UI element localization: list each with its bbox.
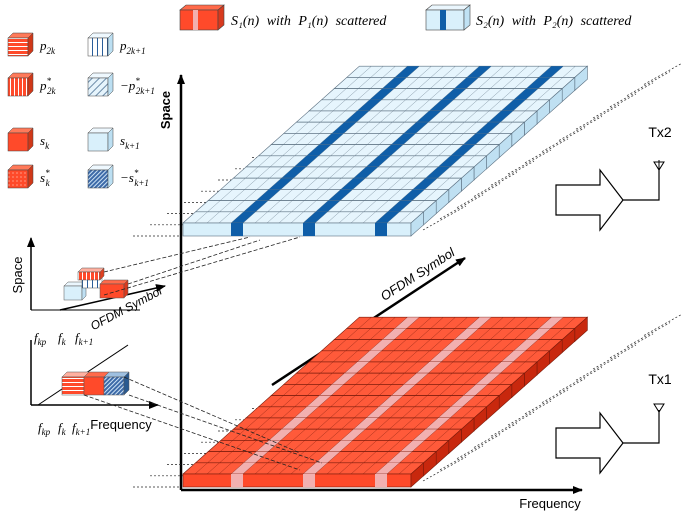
inset1-fkp: fkp <box>34 330 47 347</box>
legend-symbol-0: p2k <box>39 38 56 56</box>
s1-grid-row <box>182 462 425 488</box>
legend-swatch-5 <box>87 127 114 152</box>
inset2-fk1: fk+1 <box>72 420 90 437</box>
inset2-fk: fk <box>58 420 67 437</box>
legend-symbol-2: p* 2k <box>39 76 57 96</box>
legend-swatch-4 <box>7 127 34 152</box>
tx2-transmitter: Tx2 <box>555 124 672 232</box>
legend-swatch-7 <box>87 164 114 189</box>
inset-connectors <box>83 236 323 471</box>
legend-swatch-2 <box>7 72 34 97</box>
tx1-transmitter: Tx1 <box>555 371 672 475</box>
ofdm-symbol-axis-label: OFDM Symbol <box>378 244 459 304</box>
inset2-frequency-label: Frequency <box>90 417 152 432</box>
inset1-space-label: Space <box>10 257 25 294</box>
s1-resource-grid <box>182 316 589 488</box>
legend-swatch-0 <box>7 32 34 57</box>
frequency-axis-label: Frequency <box>519 496 581 511</box>
symbol-legend: p2k p2k+1 p* 2k −p* 2k+1 sk sk+1 s* k −s* k+1 <box>7 32 155 189</box>
inset2-blocks <box>61 371 130 396</box>
inset1-fk: fk <box>58 330 67 347</box>
legend-symbol-5: sk+1 <box>120 133 140 151</box>
inset2-fkp: fkp <box>38 420 51 437</box>
legend-symbol-3: −p* 2k+1 <box>120 76 155 96</box>
s2-resource-grid <box>182 65 589 237</box>
legend-swatch-6 <box>7 164 34 189</box>
tx1-arrow-icon <box>555 411 624 475</box>
legend-symbol-7: −s* k+1 <box>120 168 149 188</box>
legend-s1-swatch <box>179 4 225 31</box>
legend-s2-swatch <box>425 4 471 31</box>
tx2-label: Tx2 <box>648 124 672 140</box>
top-legend: S₁(n) with P₁(n) scattered S₂(n) with P₂… <box>179 4 632 31</box>
legend-s2-label: S₂(n) with P₂(n) scattered <box>476 14 632 29</box>
legend-symbol-4: sk <box>40 133 50 151</box>
tx1-label: Tx1 <box>648 371 672 387</box>
legend-swatch-1 <box>87 32 114 57</box>
legend-s1-label: S₁(n) with P₁(n) scattered <box>231 14 387 29</box>
inset1-fk1: fk+1 <box>75 330 93 347</box>
space-axis-label: Space <box>158 91 173 129</box>
inset1-blocks <box>63 267 129 301</box>
legend-symbol-6: s* k <box>40 168 51 188</box>
tx2-arrow-icon <box>555 168 624 232</box>
inset-diagrams: Space OFDM Symbol fkp fk fk+1 <box>10 237 166 437</box>
legend-symbol-1: p2k+1 <box>119 38 146 56</box>
legend-swatch-3 <box>87 72 114 97</box>
s2-grid-row <box>182 211 425 237</box>
